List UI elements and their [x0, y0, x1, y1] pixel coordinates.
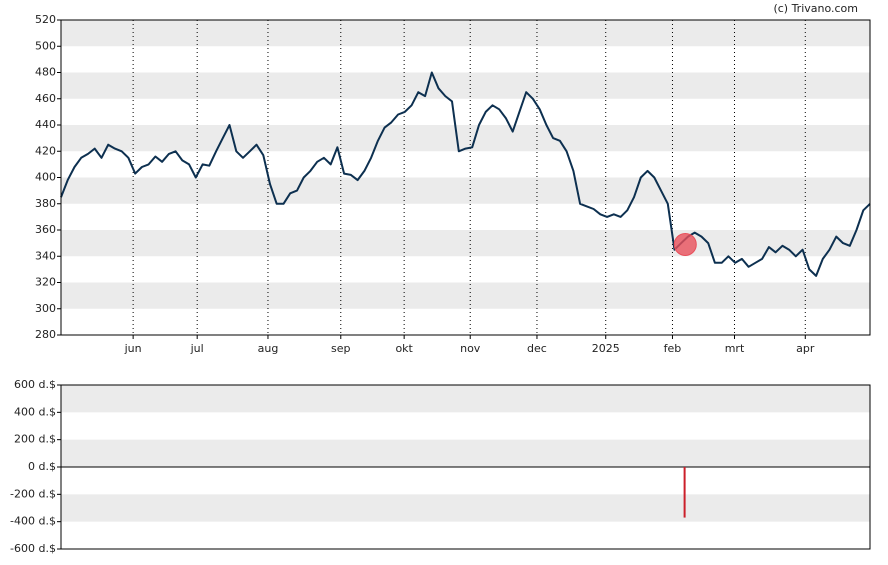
y-tick-label: 0 d.$: [28, 460, 56, 473]
x-tick-label: 2025: [592, 342, 620, 355]
grid-band: [61, 494, 870, 522]
x-tick-label: aug: [258, 342, 279, 355]
grid-band: [61, 177, 870, 204]
bar: [683, 467, 686, 518]
grid-band: [61, 230, 870, 257]
y-tick-label: -600 d.$: [10, 542, 56, 555]
y-tick-label: 520: [35, 13, 56, 26]
y-tick-label: 420: [35, 144, 56, 157]
x-tick-label: sep: [331, 342, 350, 355]
y-tick-label: 360: [35, 223, 56, 236]
grid-band: [61, 125, 870, 152]
plot-frame: [60, 384, 871, 550]
x-tick-label: feb: [664, 342, 682, 355]
x-tick-label: mrt: [725, 342, 745, 355]
price-line: [60, 71, 871, 277]
trade-marker: [673, 232, 697, 256]
y-tick-label: 400: [35, 171, 56, 184]
y-tick-label: 340: [35, 249, 56, 262]
y-tick-label: 600 d.$: [14, 378, 56, 391]
y-tick-label: 280: [35, 328, 56, 341]
x-tick-label: apr: [796, 342, 815, 355]
x-tick-label: nov: [460, 342, 481, 355]
y-tick-label: -200 d.$: [10, 487, 56, 500]
grid-band: [61, 72, 870, 99]
x-tick-label: okt: [395, 342, 413, 355]
source-credit: (c) Trivano.com: [773, 2, 858, 15]
x-tick-label: jul: [190, 342, 204, 355]
x-tick-label: dec: [527, 342, 547, 355]
y-tick-label: 320: [35, 276, 56, 289]
grid-band: [61, 439, 870, 467]
y-tick-label: 460: [35, 92, 56, 105]
y-tick-label: 300: [35, 302, 56, 315]
y-tick-label: 500: [35, 39, 56, 52]
grid-band: [61, 385, 870, 413]
y-tick-label: -400 d.$: [10, 515, 56, 528]
y-tick-label: 480: [35, 66, 56, 79]
x-tick-label: jun: [124, 342, 142, 355]
grid-band: [61, 282, 870, 309]
y-tick-label: 380: [35, 197, 56, 210]
y-tick-label: 400 d.$: [14, 405, 56, 418]
y-tick-label: 200 d.$: [14, 433, 56, 446]
plot-frame: [60, 19, 871, 336]
grid-band: [61, 20, 870, 47]
y-tick-label: 440: [35, 118, 56, 131]
